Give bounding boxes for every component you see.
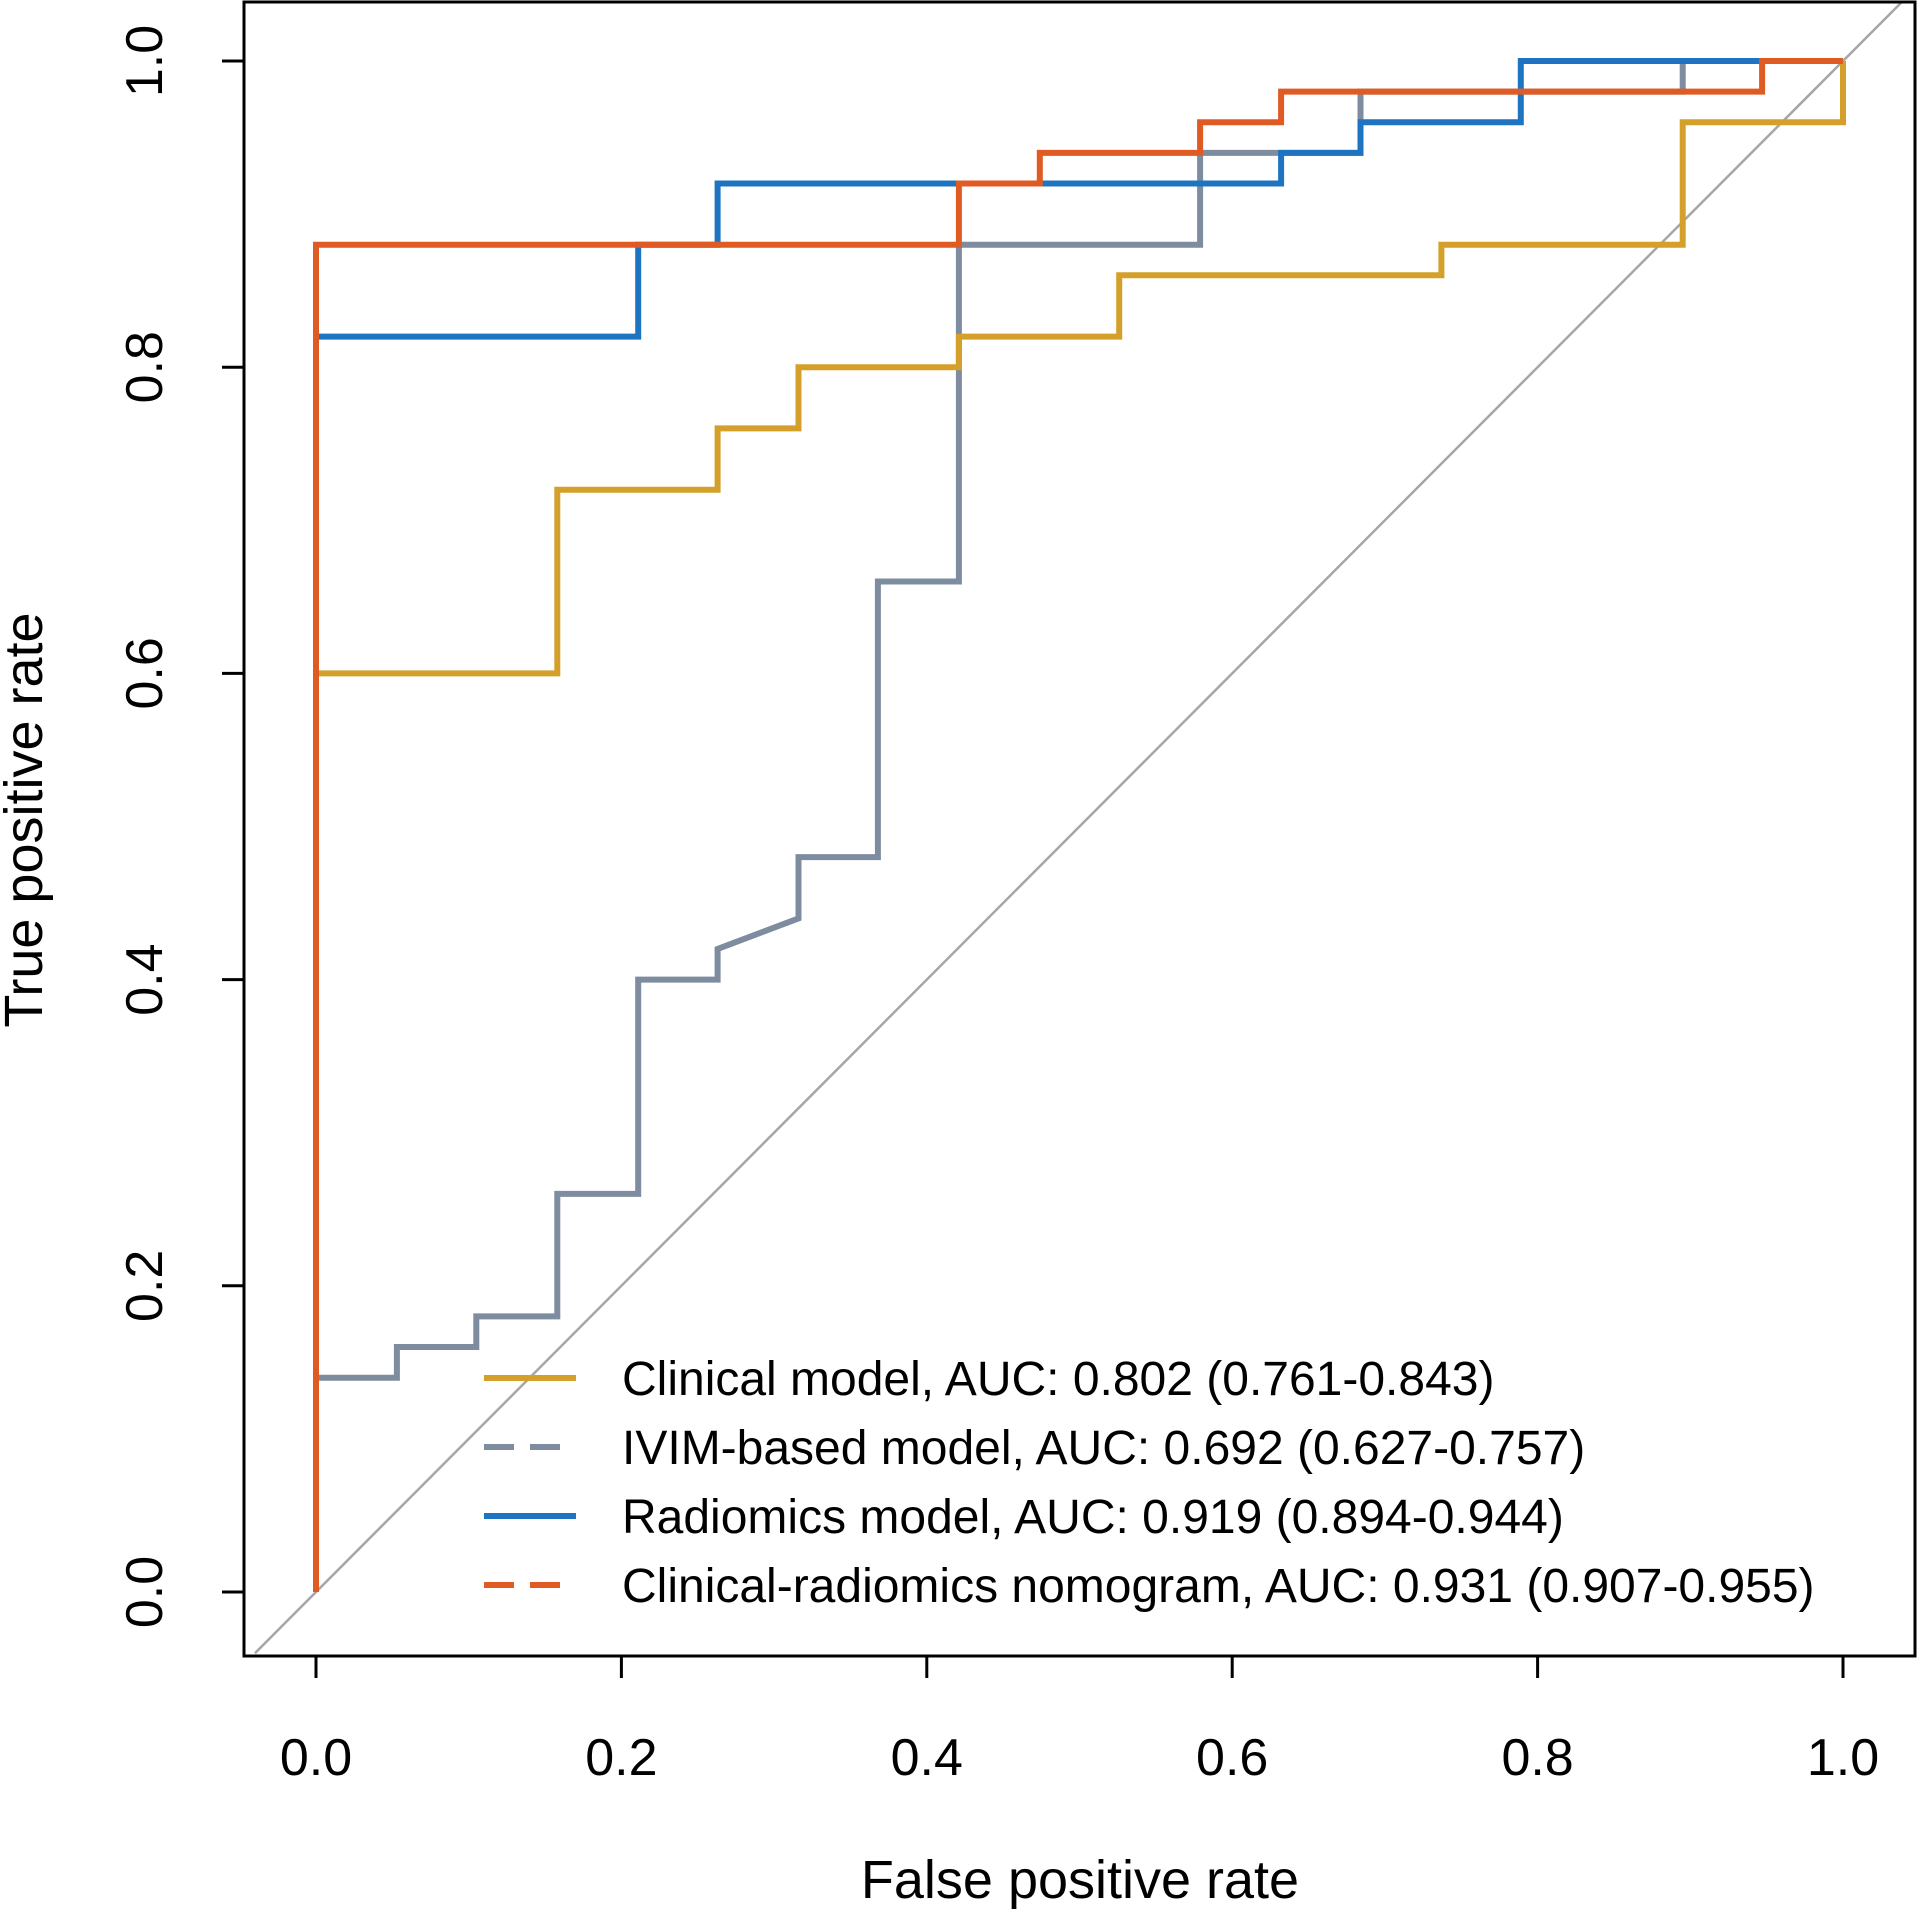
radiomics-model-curve [313, 58, 1843, 1592]
x-tick-label: 0.6 [1196, 1729, 1268, 1787]
x-tick-label: 0.8 [1501, 1729, 1573, 1787]
legend-clinical-radiomics-nomogram-text: Clinical-radiomics nomogram, AUC: 0.931 … [622, 1560, 1815, 1613]
y-tick-label: 0.2 [116, 1250, 174, 1322]
x-tick-label: 1.0 [1807, 1729, 1879, 1787]
legend: Clinical model, AUC: 0.802 (0.761-0.843)… [484, 1353, 1815, 1613]
x-tick-label: 0.4 [891, 1729, 963, 1787]
axes: 0.0 0.2 0.4 0.6 0.8 1.0 0.0 0.2 0.4 0.6 0.8 1.0 [116, 0, 1917, 1787]
y-tick-label: 0.8 [116, 331, 174, 403]
x-axis-label: False positive rate [861, 1850, 1299, 1910]
y-axis-label: True positive rate [0, 612, 54, 1027]
clinical-model-curve [313, 61, 1846, 1592]
x-tick-label: 0.0 [280, 1729, 352, 1787]
legend-ivim-based-model-text: IVIM-based model, AUC: 0.692 (0.627-0.75… [622, 1422, 1585, 1475]
y-tick-label: 0.4 [116, 943, 174, 1015]
x-tick-label: 0.2 [585, 1729, 657, 1787]
y-tick-label: 0.0 [116, 1556, 174, 1628]
y-tick-label: 0.6 [116, 637, 174, 709]
plot-frame [242, 0, 1917, 1658]
y-tick-label: 1.0 [116, 25, 174, 97]
legend-clinical-model-text: Clinical model, AUC: 0.802 (0.761-0.843) [622, 1353, 1494, 1406]
legend-radiomics-model-text: Radiomics model, AUC: 0.919 (0.894-0.944… [622, 1491, 1564, 1544]
clinical-radiomics-nomogram-curve [313, 58, 1843, 1592]
